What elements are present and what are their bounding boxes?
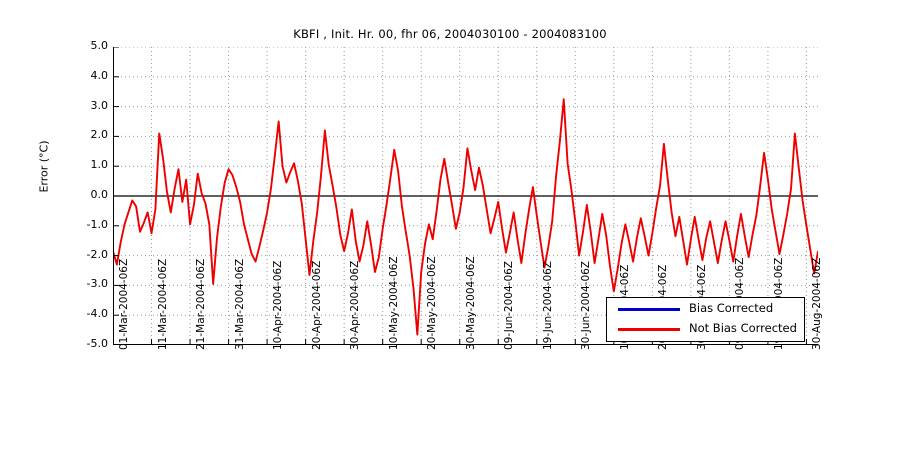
x-tick-label: 01-Mar-2004-06Z	[118, 258, 130, 350]
x-tick-label: 31-Mar-2004-06Z	[233, 258, 246, 350]
x-tick-label: 09-Jun-2004-06Z	[503, 261, 516, 350]
legend-row-bias-corrected: Bias Corrected	[607, 300, 806, 320]
y-tick-label: -4.0	[86, 307, 108, 321]
y-tick-label: -5.0	[86, 337, 108, 350]
x-tick-label: 10-May-2004-06Z	[387, 256, 400, 350]
x-tick-label: 11-Mar-2004-06Z	[156, 258, 169, 350]
legend-swatch-not-bias-corrected	[618, 328, 680, 331]
x-tick-label: 30-May-2004-06Z	[464, 256, 477, 350]
y-tick-label: -2.0	[86, 247, 108, 261]
plot-area	[113, 47, 818, 345]
y-tick-label: 5.0	[90, 39, 109, 52]
series-line	[113, 98, 818, 336]
y-tick-label: -3.0	[86, 277, 108, 291]
y-tick-label: -1.0	[86, 217, 108, 231]
x-tick-label: 21-Mar-2004-06Z	[195, 258, 208, 350]
y-tick-label: 2.0	[90, 128, 109, 142]
y-axis-tick-labels: 5.0 4.0 3.0 2.0 1.0 0.0 -1.0 -2.0 -3.0 -4.0 -5.0	[64, 0, 108, 450]
x-tick-label: 30-Jun-2004-06Z	[580, 261, 593, 350]
x-tick-label: 30-Apr-2004-06Z	[349, 260, 362, 350]
y-tick-label: 4.0	[90, 68, 109, 82]
x-tick-label: 10-Apr-2004-06Z	[272, 260, 285, 350]
legend-label-not-bias-corrected: Not Bias Corrected	[689, 321, 797, 335]
legend-label-bias-corrected: Bias Corrected	[689, 301, 774, 315]
legend-swatch-bias-corrected	[618, 308, 680, 311]
plot-svg	[113, 47, 818, 345]
x-tick-label: 19-Jun-2004-06Z	[541, 261, 554, 350]
legend-row-not-bias-corrected: Not Bias Corrected	[607, 320, 806, 340]
x-tick-label: 20-Apr-2004-06Z	[310, 260, 323, 350]
y-tick-label: 3.0	[90, 98, 109, 112]
x-tick-label: 20-May-2004-06Z	[426, 256, 439, 350]
chart-legend: Bias Corrected Not Bias Corrected	[606, 297, 805, 342]
chart-title: KBFI , Init. Hr. 00, fhr 06, 2004030100 …	[293, 27, 607, 41]
tick-marks	[113, 47, 807, 345]
x-tick-label: 30-Aug-2004-06Z	[811, 257, 824, 350]
y-tick-label: 0.0	[90, 188, 109, 201]
data-series-group	[113, 98, 818, 336]
y-tick-label: 1.0	[90, 158, 109, 172]
